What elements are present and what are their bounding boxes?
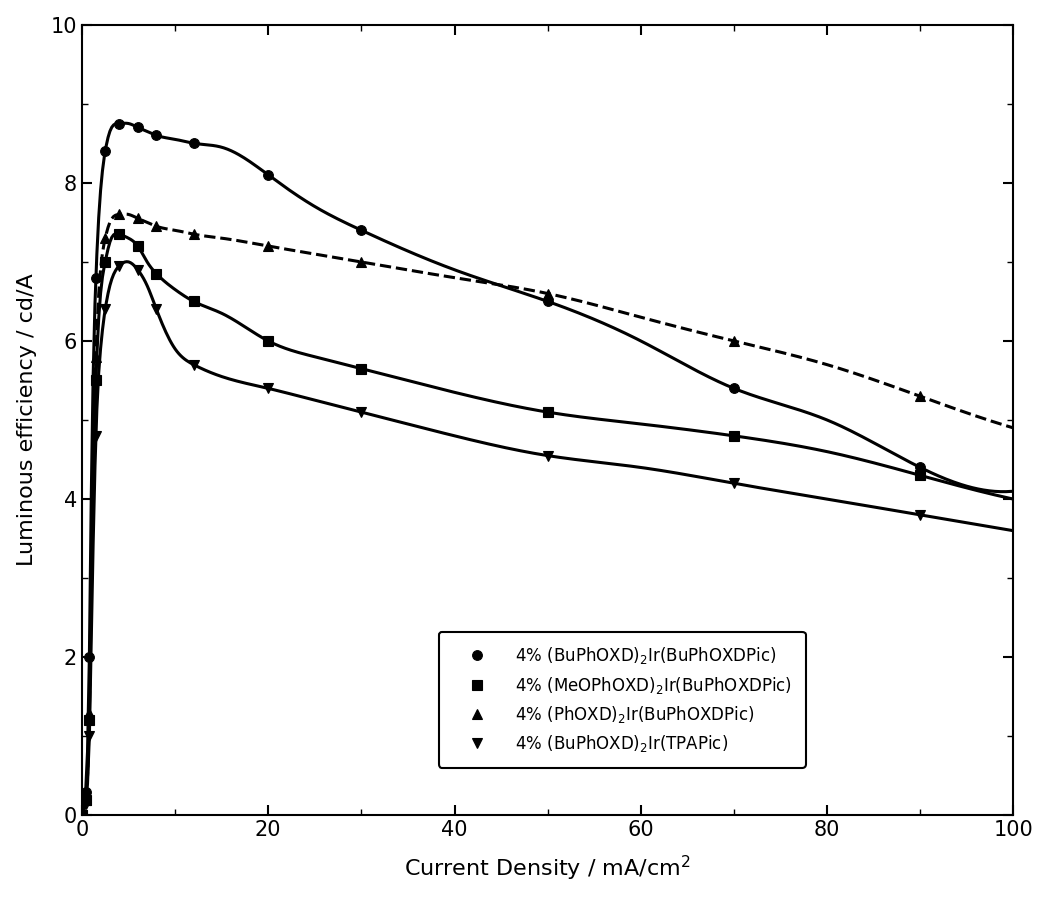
4% (BuPhOXD)$_2$Ir(BuPhOXDPic) [914, 462, 926, 472]
4% (BuPhOXD)$_2$Ir(TPAPic) [131, 265, 144, 275]
4% (BuPhOXD)$_2$Ir(BuPhOXDPic) [131, 122, 144, 133]
4% (BuPhOXD)$_2$Ir(TPAPic) [542, 450, 554, 461]
4% (BuPhOXD)$_2$Ir(BuPhOXDPic) [261, 169, 274, 180]
4% (MeOPhOXD)$_2$Ir(BuPhOXDPic) [261, 336, 274, 346]
4% (BuPhOXD)$_2$Ir(TPAPic) [83, 731, 96, 742]
4% (PhOXD)$_2$Ir(BuPhOXDPic) [76, 810, 88, 821]
4% (PhOXD)$_2$Ir(BuPhOXDPic) [542, 288, 554, 299]
4% (MeOPhOXD)$_2$Ir(BuPhOXDPic) [914, 470, 926, 481]
Line: 4% (MeOPhOXD)$_2$Ir(BuPhOXDPic): 4% (MeOPhOXD)$_2$Ir(BuPhOXDPic) [77, 230, 925, 820]
4% (PhOXD)$_2$Ir(BuPhOXDPic) [113, 209, 126, 220]
4% (PhOXD)$_2$Ir(BuPhOXDPic) [80, 794, 92, 805]
4% (PhOXD)$_2$Ir(BuPhOXDPic) [914, 391, 926, 401]
Legend: 4% (BuPhOXD)$_2$Ir(BuPhOXDPic), 4% (MeOPhOXD)$_2$Ir(BuPhOXDPic), 4% (PhOXD)$_2$I: 4% (BuPhOXD)$_2$Ir(BuPhOXDPic), 4% (MeOP… [439, 632, 805, 768]
4% (MeOPhOXD)$_2$Ir(BuPhOXDPic) [89, 375, 102, 386]
4% (BuPhOXD)$_2$Ir(TPAPic) [261, 383, 274, 394]
4% (BuPhOXD)$_2$Ir(TPAPic) [914, 509, 926, 520]
4% (MeOPhOXD)$_2$Ir(BuPhOXDPic) [728, 430, 740, 441]
4% (PhOXD)$_2$Ir(BuPhOXDPic) [131, 213, 144, 224]
4% (MeOPhOXD)$_2$Ir(BuPhOXDPic) [131, 240, 144, 251]
4% (BuPhOXD)$_2$Ir(BuPhOXDPic) [76, 810, 88, 821]
4% (PhOXD)$_2$Ir(BuPhOXDPic) [187, 229, 200, 239]
4% (BuPhOXD)$_2$Ir(TPAPic) [150, 304, 163, 315]
4% (BuPhOXD)$_2$Ir(BuPhOXDPic) [89, 273, 102, 284]
4% (MeOPhOXD)$_2$Ir(BuPhOXDPic) [542, 407, 554, 418]
4% (BuPhOXD)$_2$Ir(TPAPic) [187, 359, 200, 370]
Y-axis label: Luminous efficiency / cd/A: Luminous efficiency / cd/A [17, 274, 37, 566]
4% (BuPhOXD)$_2$Ir(BuPhOXDPic) [83, 652, 96, 662]
4% (BuPhOXD)$_2$Ir(TPAPic) [99, 304, 111, 315]
4% (BuPhOXD)$_2$Ir(BuPhOXDPic) [80, 787, 92, 797]
4% (BuPhOXD)$_2$Ir(TPAPic) [76, 810, 88, 821]
4% (BuPhOXD)$_2$Ir(BuPhOXDPic) [113, 118, 126, 129]
4% (BuPhOXD)$_2$Ir(TPAPic) [113, 260, 126, 271]
4% (BuPhOXD)$_2$Ir(BuPhOXDPic) [542, 296, 554, 307]
4% (MeOPhOXD)$_2$Ir(BuPhOXDPic) [150, 268, 163, 279]
4% (BuPhOXD)$_2$Ir(TPAPic) [728, 478, 740, 489]
4% (PhOXD)$_2$Ir(BuPhOXDPic) [83, 707, 96, 718]
4% (PhOXD)$_2$Ir(BuPhOXDPic) [89, 351, 102, 362]
4% (MeOPhOXD)$_2$Ir(BuPhOXDPic) [80, 794, 92, 805]
4% (BuPhOXD)$_2$Ir(TPAPic) [355, 407, 368, 418]
4% (BuPhOXD)$_2$Ir(TPAPic) [89, 430, 102, 441]
4% (BuPhOXD)$_2$Ir(BuPhOXDPic) [355, 225, 368, 236]
4% (PhOXD)$_2$Ir(BuPhOXDPic) [261, 240, 274, 251]
4% (MeOPhOXD)$_2$Ir(BuPhOXDPic) [355, 364, 368, 374]
4% (BuPhOXD)$_2$Ir(BuPhOXDPic) [150, 130, 163, 140]
Line: 4% (PhOXD)$_2$Ir(BuPhOXDPic): 4% (PhOXD)$_2$Ir(BuPhOXDPic) [77, 210, 925, 820]
4% (MeOPhOXD)$_2$Ir(BuPhOXDPic) [113, 229, 126, 239]
4% (BuPhOXD)$_2$Ir(TPAPic) [80, 798, 92, 809]
4% (PhOXD)$_2$Ir(BuPhOXDPic) [150, 220, 163, 231]
4% (MeOPhOXD)$_2$Ir(BuPhOXDPic) [83, 716, 96, 726]
4% (BuPhOXD)$_2$Ir(BuPhOXDPic) [728, 383, 740, 394]
4% (MeOPhOXD)$_2$Ir(BuPhOXDPic) [76, 810, 88, 821]
4% (PhOXD)$_2$Ir(BuPhOXDPic) [728, 336, 740, 346]
Line: 4% (BuPhOXD)$_2$Ir(TPAPic): 4% (BuPhOXD)$_2$Ir(TPAPic) [77, 261, 925, 820]
4% (BuPhOXD)$_2$Ir(BuPhOXDPic) [99, 146, 111, 157]
Line: 4% (BuPhOXD)$_2$Ir(BuPhOXDPic): 4% (BuPhOXD)$_2$Ir(BuPhOXDPic) [77, 119, 925, 820]
X-axis label: Current Density / mA/cm$^2$: Current Density / mA/cm$^2$ [404, 854, 691, 883]
4% (PhOXD)$_2$Ir(BuPhOXDPic) [355, 256, 368, 267]
4% (BuPhOXD)$_2$Ir(BuPhOXDPic) [187, 138, 200, 148]
4% (MeOPhOXD)$_2$Ir(BuPhOXDPic) [99, 256, 111, 267]
4% (PhOXD)$_2$Ir(BuPhOXDPic) [99, 233, 111, 244]
4% (MeOPhOXD)$_2$Ir(BuPhOXDPic) [187, 296, 200, 307]
